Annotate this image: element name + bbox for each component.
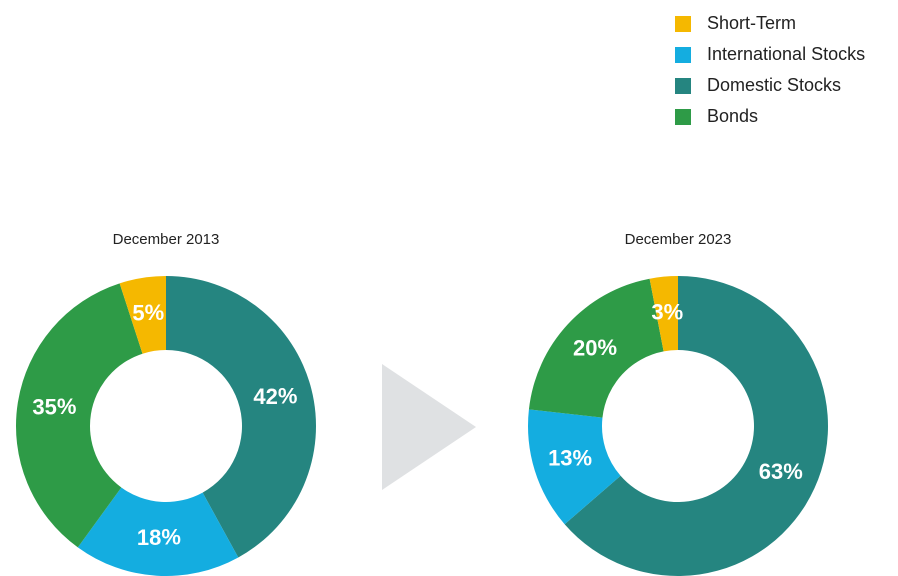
legend-swatch bbox=[675, 16, 691, 32]
legend-swatch bbox=[675, 109, 691, 125]
donut-slice bbox=[528, 409, 621, 525]
data-label-value: 63 bbox=[759, 459, 783, 484]
data-label-value: 42 bbox=[253, 384, 277, 409]
data-label-value: 5 bbox=[132, 300, 144, 325]
data-label: 13% bbox=[548, 445, 592, 470]
donut-slice bbox=[528, 278, 664, 418]
legend-label: International Stocks bbox=[707, 44, 865, 64]
donut-slice bbox=[119, 276, 166, 354]
data-label: 35% bbox=[32, 394, 76, 419]
legend-label: Domestic Stocks bbox=[707, 75, 841, 95]
chart-title: December 2023 bbox=[625, 231, 732, 248]
data-label-value: 18 bbox=[137, 525, 161, 550]
legend-label: Short-Term bbox=[707, 13, 796, 33]
data-label: 5% bbox=[132, 300, 164, 325]
arrow bbox=[382, 364, 476, 490]
donut-slice bbox=[564, 276, 828, 576]
donut-slice bbox=[16, 283, 143, 548]
donut-slice bbox=[649, 276, 678, 352]
donut-slice bbox=[166, 276, 316, 558]
data-label-value: 35 bbox=[32, 394, 56, 419]
legend-label: Bonds bbox=[707, 106, 758, 126]
data-label: 18% bbox=[137, 525, 181, 550]
donut-slice bbox=[77, 487, 239, 576]
data-label: 63% bbox=[759, 459, 803, 484]
data-label-value: 3 bbox=[651, 299, 663, 324]
legend-swatch bbox=[675, 78, 691, 94]
data-label: 3% bbox=[651, 299, 683, 324]
chart-title: December 2013 bbox=[113, 231, 220, 248]
data-label-value: 20 bbox=[573, 335, 597, 360]
legend-swatch bbox=[675, 47, 691, 63]
data-label: 20% bbox=[573, 335, 617, 360]
data-label-value: 13 bbox=[548, 445, 572, 470]
data-label: 42% bbox=[253, 384, 297, 409]
